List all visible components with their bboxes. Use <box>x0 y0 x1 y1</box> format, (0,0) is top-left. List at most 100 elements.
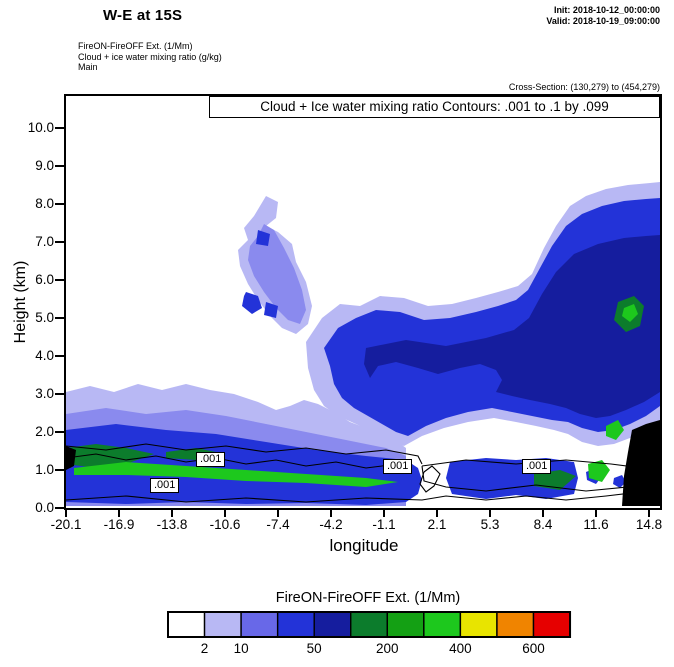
y-tick-label: 0.0 <box>35 500 54 515</box>
y-tick <box>55 317 65 319</box>
meta-line-field: FireON-FireOFF Ext. (1/Mm) <box>78 41 193 51</box>
colorbar-cell-7 <box>423 611 462 638</box>
colorbar-cell-8 <box>459 611 498 638</box>
x-tick <box>118 509 120 517</box>
contour-field <box>66 182 660 506</box>
colorbar-cell-0 <box>167 611 206 638</box>
x-tick-label: 5.3 <box>480 517 500 532</box>
contour-line-3 <box>66 453 399 469</box>
colorbar-cell-3 <box>276 611 315 638</box>
colorbar-outline <box>167 611 572 638</box>
meta-line-variable: Cloud + ice water mixing ratio (g/kg) <box>78 51 222 62</box>
contour-region-band-dot-b <box>613 475 626 488</box>
contour-region-column-green-low <box>606 420 624 440</box>
contour-line-label: .001 <box>196 452 226 467</box>
colorbar-cell-6 <box>386 611 425 638</box>
x-tick-label: 2.1 <box>427 517 447 532</box>
page-title: W-E at 15S <box>103 7 183 24</box>
contour-region-band-darkgreen-left <box>66 444 154 468</box>
y-tick-label: 6.0 <box>35 272 54 287</box>
y-tick-label: 1.0 <box>35 462 54 477</box>
plot-area: Cloud + Ice water mixing ratio Contours:… <box>66 96 660 508</box>
y-tick-label: 3.0 <box>35 386 54 401</box>
contour-line-1 <box>66 491 641 503</box>
colorbar-tick-label: 10 <box>233 641 249 656</box>
y-tick <box>55 469 65 471</box>
x-tick-label: -20.1 <box>50 517 82 532</box>
y-tick <box>55 393 65 395</box>
x-tick-label: -16.9 <box>103 517 135 532</box>
x-tick-label: 14.8 <box>635 517 663 532</box>
contour-line-0 <box>66 443 423 465</box>
colorbar-tick-label: 600 <box>522 641 545 656</box>
x-tick-label: 8.4 <box>533 517 553 532</box>
x-tick <box>277 509 279 517</box>
plot-frame: Cloud + Ice water mixing ratio Contours:… <box>64 94 662 510</box>
y-tick-label: 8.0 <box>35 196 54 211</box>
colorbar-tick-label: 2 <box>200 641 209 656</box>
colorbar-cell-2 <box>240 611 279 638</box>
y-tick-label: 4.0 <box>35 348 54 363</box>
x-tick-label: -1.1 <box>372 517 396 532</box>
colorbar-cell-1 <box>203 611 242 638</box>
colorbar-tick-label: 50 <box>306 641 322 656</box>
colorbar-cell-4 <box>313 611 352 638</box>
y-tick <box>55 507 65 509</box>
colorbar-title: FireON-FireOFF Ext. (1/Mm) <box>275 590 461 606</box>
x-tick-label: -4.2 <box>319 517 343 532</box>
x-tick <box>436 509 438 517</box>
colorbar-cell-9 <box>496 611 535 638</box>
x-tick <box>224 509 226 517</box>
x-tick <box>648 509 650 517</box>
contour-line-label: .001 <box>383 459 413 474</box>
y-tick <box>55 203 65 205</box>
contour-region-main-mass-navy <box>364 235 660 418</box>
contour-line-label: .001 <box>522 459 552 474</box>
x-tick-label: -10.6 <box>209 517 241 532</box>
x-tick <box>595 509 597 517</box>
x-tick <box>542 509 544 517</box>
contour-region-plume-core-c <box>264 302 278 318</box>
y-tick <box>55 165 65 167</box>
colorbar-cell-5 <box>350 611 388 638</box>
cross-section-label: Cross-Section: (130,279) to (454,279) <box>508 82 660 92</box>
contour-line-label: .001 <box>150 478 180 493</box>
contour-line-2 <box>421 459 643 492</box>
x-tick <box>171 509 173 517</box>
contour-region-band-green-right <box>588 460 610 482</box>
meta-line-domain: Main <box>78 62 98 72</box>
y-tick-label: 2.0 <box>35 424 54 439</box>
colorbar <box>167 611 572 638</box>
contour-region-plume-core-a <box>256 230 270 246</box>
colorbar-tick-label: 200 <box>376 641 399 656</box>
contour-note: Cloud + Ice water mixing ratio Contours:… <box>209 96 660 118</box>
y-tick <box>55 431 65 433</box>
contour-region-upper-plume-inner <box>248 224 306 324</box>
y-tick-label: 5.0 <box>35 310 54 325</box>
contour-region-band-green-streak <box>74 462 398 487</box>
field-meta: FireON-FireOFF Ext. (1/Mm) Cloud + ice w… <box>78 41 222 73</box>
x-tick-label: 11.6 <box>583 517 609 532</box>
y-tick <box>55 241 65 243</box>
y-tick-label: 7.0 <box>35 234 54 249</box>
colorbar-cell-10 <box>532 611 571 638</box>
y-tick-label: 10.0 <box>27 120 54 135</box>
x-tick <box>65 509 67 517</box>
y-tick <box>55 355 65 357</box>
contour-region-band-darkgreen-right <box>534 470 576 490</box>
x-tick-label: -13.8 <box>156 517 188 532</box>
colorbar-tick-label: 400 <box>449 641 472 656</box>
y-tick-label: 9.0 <box>35 158 54 173</box>
contour-line-4 <box>419 465 441 493</box>
valid-time: Valid: 2018-10-19_09:00:00 <box>546 16 660 26</box>
y-tick <box>55 279 65 281</box>
x-axis-title: longitude <box>329 536 399 555</box>
x-tick-label: -7.4 <box>266 517 290 532</box>
contour-region-black-wedge-right <box>622 420 660 506</box>
contour-region-column-green-core <box>622 304 638 322</box>
contour-region-black-patch-left <box>66 446 76 470</box>
y-tick <box>55 127 65 129</box>
init-time: Init: 2018-10-12_00:00:00 <box>553 5 660 15</box>
x-tick <box>330 509 332 517</box>
